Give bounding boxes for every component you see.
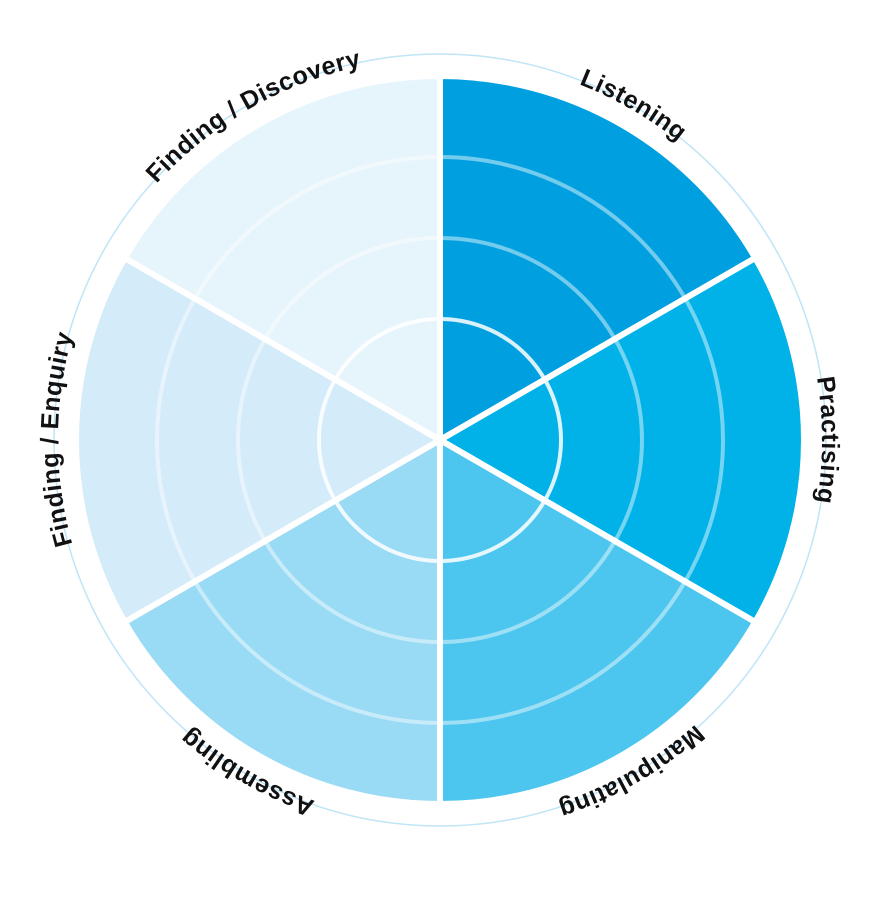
outer-ring	[53, 53, 827, 827]
segment-label-text: Practising	[811, 375, 844, 506]
ring	[317, 317, 563, 563]
sector	[73, 255, 443, 625]
rings	[155, 155, 725, 725]
sectors	[73, 73, 807, 807]
segment-label: Practising	[811, 375, 844, 506]
ring	[155, 155, 725, 725]
segment-label: Finding / Enquiry	[36, 329, 79, 550]
ring	[236, 236, 644, 644]
segment-label-text: Finding / Enquiry	[36, 329, 78, 550]
sector	[437, 255, 807, 625]
